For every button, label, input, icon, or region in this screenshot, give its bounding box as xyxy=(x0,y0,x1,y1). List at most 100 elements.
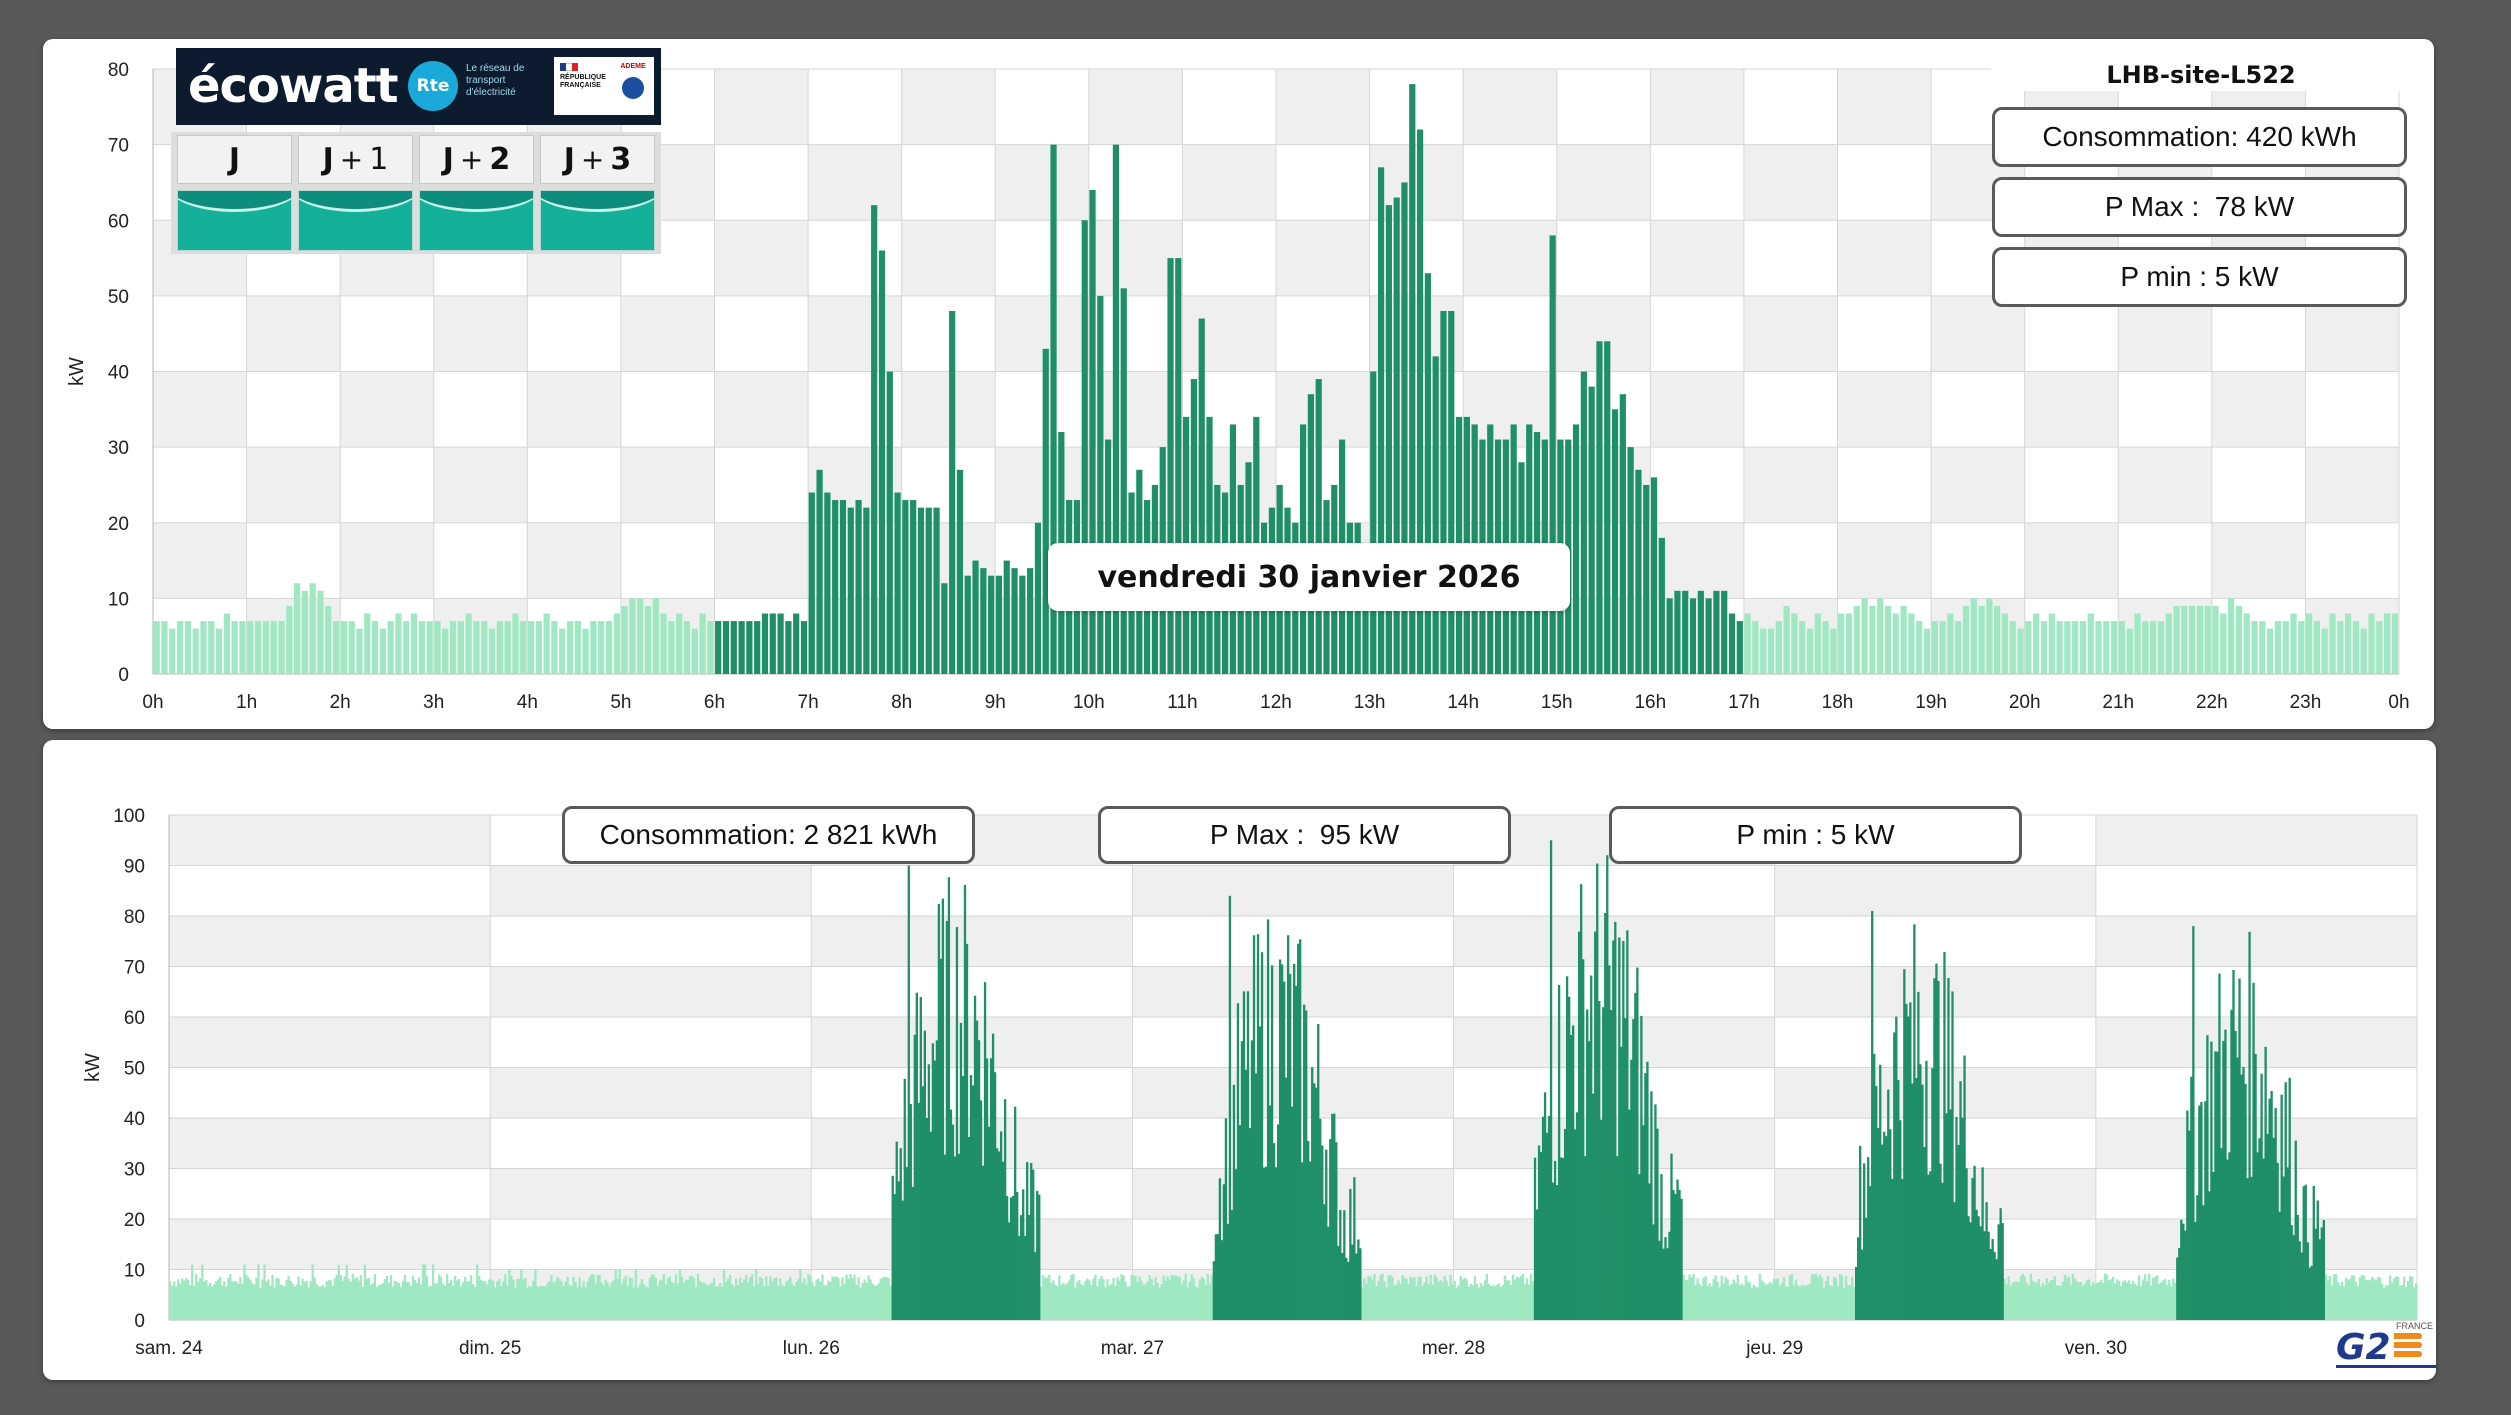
bar xyxy=(1525,1278,1529,1320)
bar xyxy=(1572,424,1580,674)
bar xyxy=(1433,1274,1436,1320)
bar xyxy=(1738,1284,1741,1320)
bar xyxy=(1194,1286,1197,1320)
bar xyxy=(815,1279,818,1320)
bar xyxy=(759,1276,762,1320)
bar xyxy=(1869,1186,1872,1320)
bar xyxy=(1919,1064,1922,1320)
bar xyxy=(1748,1282,1751,1320)
bar xyxy=(1440,311,1447,674)
bar xyxy=(1527,1284,1531,1320)
bar xyxy=(789,1276,792,1320)
bar xyxy=(484,1280,487,1320)
bar xyxy=(1929,1171,1932,1320)
x-tick-label: 11h xyxy=(1167,692,1197,713)
bar xyxy=(947,877,951,1320)
bar xyxy=(1840,1275,1844,1320)
y-tick-label: 70 xyxy=(124,958,145,979)
bar xyxy=(458,1279,461,1320)
ecowatt-day-label: J xyxy=(177,135,292,185)
bar xyxy=(203,1281,206,1320)
bar xyxy=(1089,190,1096,674)
bar xyxy=(1100,1275,1103,1320)
bar xyxy=(827,1280,830,1320)
bar xyxy=(1626,930,1629,1320)
bar xyxy=(535,621,542,674)
bar xyxy=(1393,1285,1396,1320)
bar xyxy=(2105,1274,2109,1320)
bar xyxy=(508,1269,511,1320)
bar xyxy=(2337,621,2344,674)
bar xyxy=(929,1131,933,1320)
bar xyxy=(1565,976,1569,1320)
bar xyxy=(961,1076,965,1320)
bar xyxy=(910,500,917,674)
bar xyxy=(1220,1240,1224,1320)
grid-band xyxy=(1650,69,1744,145)
bar xyxy=(1459,1275,1462,1320)
bar xyxy=(1732,1279,1735,1320)
bar xyxy=(546,1283,549,1320)
bar xyxy=(1816,1277,1820,1320)
bar xyxy=(775,1277,778,1320)
grid-band xyxy=(808,447,902,523)
grid-band xyxy=(620,447,715,523)
bar xyxy=(2053,1276,2057,1320)
bar xyxy=(233,1281,236,1320)
bar xyxy=(1652,1224,1655,1320)
bar xyxy=(845,1274,848,1320)
bar xyxy=(1549,235,1556,674)
bar xyxy=(1395,1284,1398,1320)
bar xyxy=(231,621,238,674)
bar xyxy=(1011,568,1018,674)
bar xyxy=(516,1278,519,1320)
bar xyxy=(2278,1211,2281,1320)
bar xyxy=(1003,560,1010,674)
bar xyxy=(2037,1278,2040,1320)
bar xyxy=(262,621,269,674)
bar xyxy=(1371,1279,1374,1320)
bar xyxy=(299,1285,302,1320)
bar xyxy=(275,1277,278,1320)
y-tick-label: 30 xyxy=(124,1160,145,1181)
bar xyxy=(1881,1144,1884,1320)
bar xyxy=(270,621,277,674)
bar xyxy=(1040,1286,1043,1320)
bar xyxy=(235,1281,238,1320)
bar xyxy=(1814,613,1821,674)
bar xyxy=(580,1287,583,1320)
bar xyxy=(2013,1281,2016,1320)
bar xyxy=(193,1285,196,1320)
bar xyxy=(2332,1274,2336,1320)
grid-band xyxy=(995,295,1089,372)
bar xyxy=(1853,605,1860,674)
bar xyxy=(1985,1202,1988,1320)
bar xyxy=(411,1275,415,1320)
bar xyxy=(2190,1076,2193,1320)
republique-text: RÉPUBLIQUE FRANÇAISE xyxy=(560,74,606,89)
bar xyxy=(431,1264,435,1320)
bar xyxy=(1521,1273,1525,1320)
bar xyxy=(285,1280,288,1320)
bar xyxy=(2222,1040,2225,1320)
bar xyxy=(2243,613,2250,674)
grid-band xyxy=(1743,598,1838,674)
bar xyxy=(323,1287,326,1320)
bar xyxy=(1473,1275,1476,1320)
bar xyxy=(1997,1224,2000,1320)
bar xyxy=(2176,1257,2179,1320)
bar xyxy=(1900,605,1907,674)
bar xyxy=(192,628,199,674)
bar xyxy=(1578,931,1581,1320)
bar xyxy=(628,1277,631,1320)
ecowatt-signal-green-icon xyxy=(298,190,413,251)
grid-band xyxy=(1837,69,1932,145)
bar xyxy=(433,1283,437,1320)
bar xyxy=(1501,1285,1505,1320)
bar xyxy=(185,1278,188,1320)
bar xyxy=(1549,840,1553,1320)
bar xyxy=(2079,1281,2083,1320)
bar xyxy=(2043,1285,2046,1320)
bar xyxy=(735,1278,738,1320)
bar xyxy=(439,1276,443,1320)
